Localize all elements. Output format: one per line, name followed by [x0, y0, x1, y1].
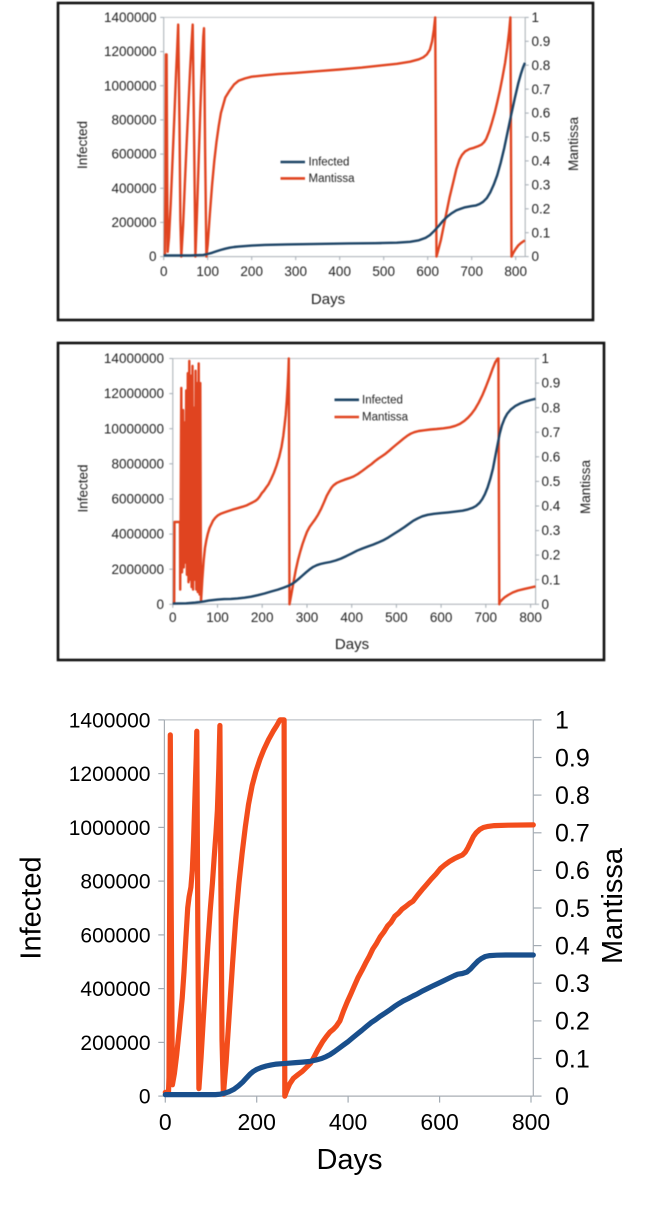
svg-text:1200000: 1200000: [104, 44, 157, 59]
svg-text:0.6: 0.6: [542, 449, 561, 464]
svg-text:1: 1: [532, 10, 540, 25]
svg-text:200: 200: [238, 1109, 276, 1135]
svg-text:0.6: 0.6: [532, 106, 551, 121]
svg-text:0.2: 0.2: [555, 1008, 590, 1036]
svg-text:400: 400: [328, 264, 351, 279]
svg-text:0.5: 0.5: [555, 895, 590, 923]
svg-text:Days: Days: [316, 1144, 382, 1176]
svg-text:8000000: 8000000: [111, 456, 164, 471]
svg-text:0.7: 0.7: [532, 82, 551, 97]
svg-text:300: 300: [284, 264, 307, 279]
svg-text:600: 600: [420, 1109, 458, 1135]
svg-text:0.2: 0.2: [542, 548, 561, 563]
svg-text:0.7: 0.7: [542, 425, 561, 440]
svg-text:Days: Days: [335, 636, 369, 653]
svg-text:Infected: Infected: [75, 121, 90, 169]
svg-text:Mantissa: Mantissa: [362, 412, 409, 424]
svg-text:600: 600: [416, 264, 439, 279]
svg-text:0.3: 0.3: [542, 523, 561, 538]
svg-text:4000000: 4000000: [111, 527, 164, 542]
svg-text:800: 800: [504, 264, 527, 279]
svg-text:0.8: 0.8: [532, 58, 551, 73]
svg-text:Mantissa: Mantissa: [597, 847, 629, 964]
svg-text:600000: 600000: [111, 147, 156, 162]
svg-text:200: 200: [251, 610, 274, 625]
svg-text:0.1: 0.1: [542, 572, 561, 587]
svg-text:Mantissa: Mantissa: [309, 173, 356, 185]
svg-text:400: 400: [329, 1109, 367, 1135]
svg-text:0.2: 0.2: [532, 201, 551, 216]
svg-text:0.4: 0.4: [532, 154, 551, 169]
svg-text:0.3: 0.3: [555, 970, 590, 998]
svg-text:1400000: 1400000: [104, 10, 157, 25]
svg-text:1: 1: [542, 351, 550, 366]
svg-text:400: 400: [340, 610, 363, 625]
svg-text:600: 600: [430, 610, 453, 625]
svg-text:0: 0: [160, 264, 168, 279]
svg-text:0.1: 0.1: [532, 225, 551, 240]
svg-text:700: 700: [475, 610, 498, 625]
svg-text:0.9: 0.9: [532, 34, 551, 49]
svg-text:400000: 400000: [80, 978, 150, 1001]
svg-text:0: 0: [149, 249, 157, 264]
svg-text:10000000: 10000000: [104, 421, 164, 436]
svg-text:100: 100: [196, 264, 219, 279]
svg-text:0.9: 0.9: [555, 744, 590, 772]
svg-text:Infected: Infected: [16, 856, 48, 959]
svg-text:600000: 600000: [80, 924, 150, 947]
svg-text:500: 500: [372, 264, 395, 279]
svg-text:1: 1: [555, 707, 569, 735]
svg-text:0: 0: [169, 610, 177, 625]
svg-text:0.8: 0.8: [555, 782, 590, 810]
svg-text:Infected: Infected: [76, 464, 91, 512]
svg-text:0.4: 0.4: [542, 499, 561, 514]
svg-text:1000000: 1000000: [69, 817, 151, 840]
svg-text:200: 200: [240, 264, 263, 279]
svg-text:1200000: 1200000: [69, 763, 151, 786]
svg-text:0: 0: [542, 597, 550, 612]
svg-text:300: 300: [296, 610, 319, 625]
svg-text:0.7: 0.7: [555, 820, 590, 848]
svg-text:800: 800: [519, 610, 542, 625]
svg-text:0.8: 0.8: [542, 400, 561, 415]
svg-text:0: 0: [156, 597, 164, 612]
svg-text:0.5: 0.5: [542, 474, 561, 489]
svg-text:500: 500: [385, 610, 408, 625]
svg-text:0.9: 0.9: [542, 376, 561, 391]
svg-text:2000000: 2000000: [111, 562, 164, 577]
svg-text:6000000: 6000000: [111, 492, 164, 507]
svg-text:0.1: 0.1: [555, 1045, 590, 1073]
svg-text:Infected: Infected: [362, 394, 403, 406]
svg-text:Days: Days: [311, 291, 345, 308]
svg-text:0.4: 0.4: [555, 932, 590, 960]
svg-text:100: 100: [206, 610, 229, 625]
svg-text:0.3: 0.3: [532, 177, 551, 192]
svg-text:0: 0: [159, 1109, 172, 1135]
svg-text:0: 0: [555, 1083, 569, 1111]
svg-text:800000: 800000: [80, 871, 150, 894]
svg-text:0.5: 0.5: [532, 130, 551, 145]
svg-text:0: 0: [532, 249, 540, 264]
svg-text:12000000: 12000000: [104, 386, 164, 401]
svg-text:400000: 400000: [111, 181, 156, 196]
svg-text:1400000: 1400000: [69, 709, 151, 732]
svg-text:Mantissa: Mantissa: [566, 117, 581, 172]
svg-text:700: 700: [460, 264, 483, 279]
svg-text:800: 800: [512, 1109, 550, 1135]
svg-text:Infected: Infected: [309, 157, 350, 169]
svg-text:200000: 200000: [80, 1032, 150, 1055]
svg-text:0: 0: [139, 1086, 151, 1109]
svg-text:200000: 200000: [111, 215, 156, 230]
svg-text:800000: 800000: [111, 113, 156, 128]
svg-text:14000000: 14000000: [104, 351, 164, 366]
svg-text:1000000: 1000000: [104, 78, 157, 93]
svg-text:0.6: 0.6: [555, 857, 590, 885]
svg-text:Mantissa: Mantissa: [578, 460, 593, 515]
